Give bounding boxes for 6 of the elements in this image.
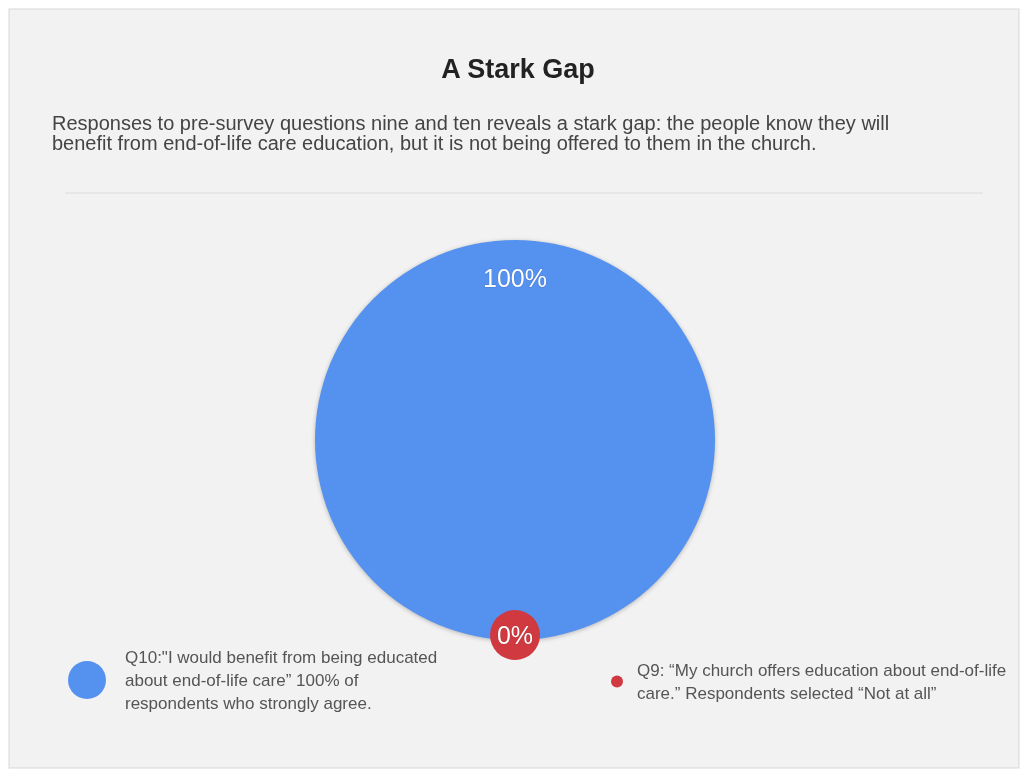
text: 0% [496,621,534,649]
chart-title: A Stark Gap [441,54,595,84]
legend-label: Q10:"I would benefit from being educated about end-of-life care” 100% of respondents who strongly agree. [125,647,438,713]
legend-label: Q9: “My church offers education about end-of-life care.” Respondents selected “Not at all” [637,660,1007,703]
chart-subtitle: Responses to pre-survey questions nine and ten reveals a stark gap: the people know they will benefit from end-of-life care education, but it is not being offered to them in the church. [52,112,890,154]
data-label: 100% [483,264,547,292]
